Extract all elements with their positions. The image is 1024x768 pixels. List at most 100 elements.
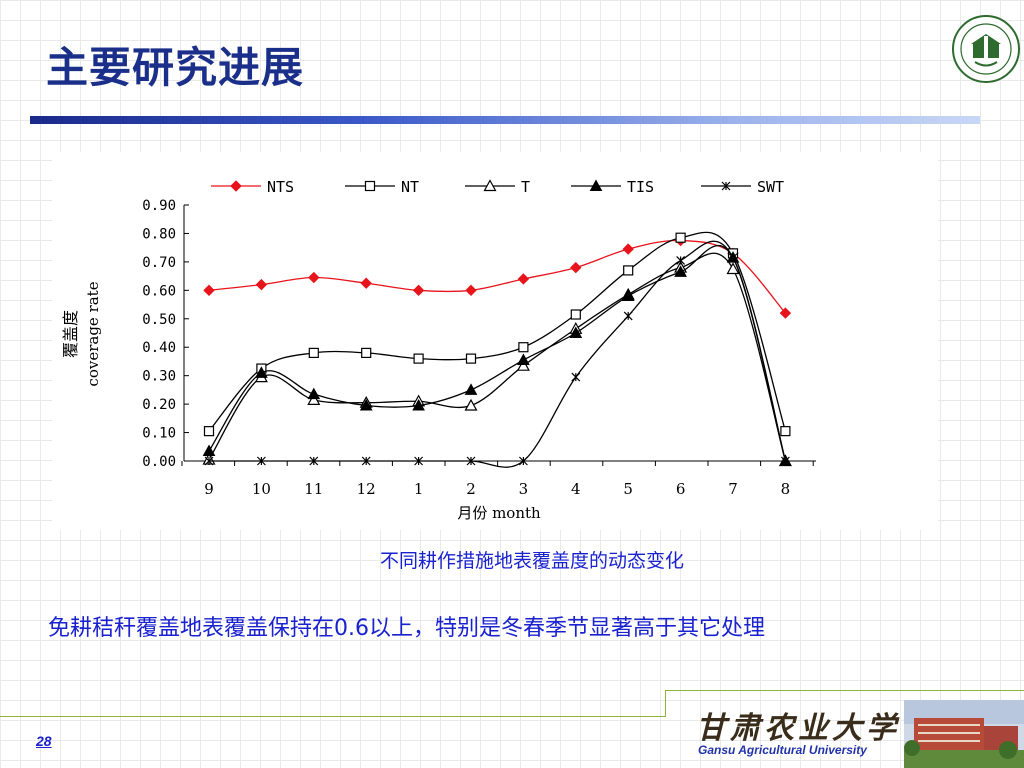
data-point-swt bbox=[309, 456, 319, 466]
data-point-swt bbox=[623, 311, 633, 321]
footer-line-top bbox=[665, 690, 1024, 691]
y-tick-label: 0.80 bbox=[142, 226, 176, 242]
x-tick-label: 9 bbox=[204, 480, 214, 498]
x-tick-label: 6 bbox=[676, 480, 686, 498]
legend-label-nt: NT bbox=[401, 178, 419, 196]
data-point-tis bbox=[202, 444, 216, 457]
footer-line-vertical bbox=[665, 690, 666, 717]
data-point-nt bbox=[465, 353, 477, 364]
data-point-nts bbox=[308, 271, 320, 284]
x-tick-label: 4 bbox=[571, 480, 581, 498]
university-name-cn: 甘肃农业大学 bbox=[696, 711, 900, 746]
x-tick-label: 10 bbox=[252, 480, 271, 498]
x-tick-label: 11 bbox=[304, 480, 323, 498]
y-tick-label: 0.70 bbox=[142, 255, 176, 271]
data-point-nt bbox=[308, 347, 319, 359]
data-point-nts bbox=[622, 243, 634, 255]
y-tick-label: 0.30 bbox=[142, 369, 176, 385]
legend-marker-swt bbox=[721, 181, 731, 191]
data-point-nt bbox=[780, 426, 791, 437]
y-tick-label: 0.60 bbox=[142, 283, 176, 299]
legend-marker-t bbox=[483, 179, 497, 192]
conclusion-text: 免耕秸秆覆盖地表覆盖保持在0.6以上，特别是冬春季节显著高于其它处理 bbox=[48, 616, 765, 641]
data-point-swt bbox=[571, 372, 581, 382]
campus-photo bbox=[904, 700, 1024, 768]
data-point-t bbox=[726, 262, 740, 275]
legend-marker-tis bbox=[589, 179, 603, 191]
x-tick-label: 3 bbox=[519, 480, 529, 498]
x-tick-label: 2 bbox=[466, 480, 476, 498]
legend-label-nts: NTS bbox=[267, 178, 294, 196]
x-tick-label: 7 bbox=[728, 480, 738, 498]
data-point-tis bbox=[255, 366, 268, 378]
data-point-tis bbox=[359, 398, 373, 411]
data-point-swt bbox=[361, 456, 371, 466]
data-point-nts bbox=[360, 277, 372, 289]
data-point-nt bbox=[203, 426, 215, 437]
data-point-tis bbox=[307, 387, 321, 400]
coverage-line-chart: 0.00 0.10 0.20 0.30 0.40 0.50 0.60 0.70 0.80 0.90… bbox=[61, 178, 816, 522]
data-point-nt bbox=[413, 353, 424, 364]
data-point-nts bbox=[779, 307, 792, 319]
legend-label-tis: TIS bbox=[627, 178, 654, 196]
y-tick-label: 0.00 bbox=[142, 454, 176, 470]
data-point-tis bbox=[674, 265, 687, 277]
legend-label-t: T bbox=[521, 178, 530, 196]
data-point-tis bbox=[412, 398, 425, 411]
legend-marker-nts bbox=[230, 180, 242, 192]
data-point-swt bbox=[256, 456, 266, 466]
y-axis-title-cn: 覆盖度 bbox=[61, 310, 80, 358]
data-point-nts bbox=[465, 284, 477, 297]
x-axis-title: 月份 month bbox=[457, 504, 541, 522]
data-point-nts bbox=[517, 273, 530, 285]
footer-line-horizontal bbox=[0, 716, 665, 717]
series-line-nt bbox=[208, 231, 787, 432]
title-underline-bar bbox=[30, 116, 980, 124]
y-tick-label: 0.90 bbox=[142, 198, 176, 214]
data-point-tis bbox=[464, 383, 478, 395]
data-point-swt bbox=[676, 256, 686, 265]
data-point-swt bbox=[466, 456, 476, 466]
series-line-tis bbox=[208, 244, 787, 462]
legend-marker-nt bbox=[364, 180, 376, 192]
data-point-tis bbox=[621, 289, 635, 302]
y-axis-title-en: coverage rate bbox=[84, 281, 102, 386]
data-point-nts bbox=[203, 284, 215, 297]
series-line-swt bbox=[209, 240, 787, 468]
chart-panel: 0.00 0.10 0.20 0.30 0.40 0.50 0.60 0.70 0.80 0.90… bbox=[52, 152, 938, 530]
university-name-en: Gansu Agricultural University bbox=[698, 743, 867, 757]
data-point-swt bbox=[728, 253, 738, 263]
data-point-swt bbox=[414, 456, 424, 466]
page-number: 28 bbox=[36, 733, 52, 749]
data-point-swt bbox=[204, 456, 214, 466]
data-point-nt bbox=[675, 232, 686, 243]
data-point-t bbox=[307, 393, 321, 405]
university-seal-logo bbox=[952, 15, 1020, 83]
data-point-nt bbox=[623, 265, 634, 276]
data-point-swt bbox=[518, 456, 528, 466]
series-line-t bbox=[208, 252, 787, 462]
chart-caption: 不同耕作措施地表覆盖度的动态变化 bbox=[379, 550, 684, 572]
x-tick-label: 1 bbox=[414, 480, 424, 498]
legend-label-swt: SWT bbox=[757, 178, 784, 196]
x-tick-label: 5 bbox=[623, 480, 633, 498]
data-point-t bbox=[516, 358, 530, 371]
data-point-nts bbox=[412, 284, 425, 297]
x-tick-label: 12 bbox=[357, 480, 376, 498]
y-tick-label: 0.50 bbox=[142, 312, 176, 328]
data-point-swt bbox=[780, 456, 790, 466]
y-tick-label: 0.40 bbox=[142, 340, 176, 356]
data-point-nts bbox=[570, 261, 582, 274]
footer-brand: 甘肃农业大学 Gansu Agricultural University bbox=[692, 703, 904, 763]
series-line-nts bbox=[208, 239, 786, 314]
slide-title: 主要研究进展 bbox=[46, 43, 305, 92]
y-tick-label: 0.10 bbox=[142, 426, 176, 442]
data-point-nt bbox=[518, 342, 529, 353]
data-point-tis bbox=[569, 326, 583, 338]
x-tick-label: 8 bbox=[781, 480, 791, 498]
data-point-t bbox=[464, 398, 478, 411]
data-point-nt bbox=[570, 309, 581, 320]
data-point-tis bbox=[517, 353, 530, 366]
y-tick-label: 0.20 bbox=[142, 397, 176, 413]
data-point-nt bbox=[361, 347, 372, 359]
